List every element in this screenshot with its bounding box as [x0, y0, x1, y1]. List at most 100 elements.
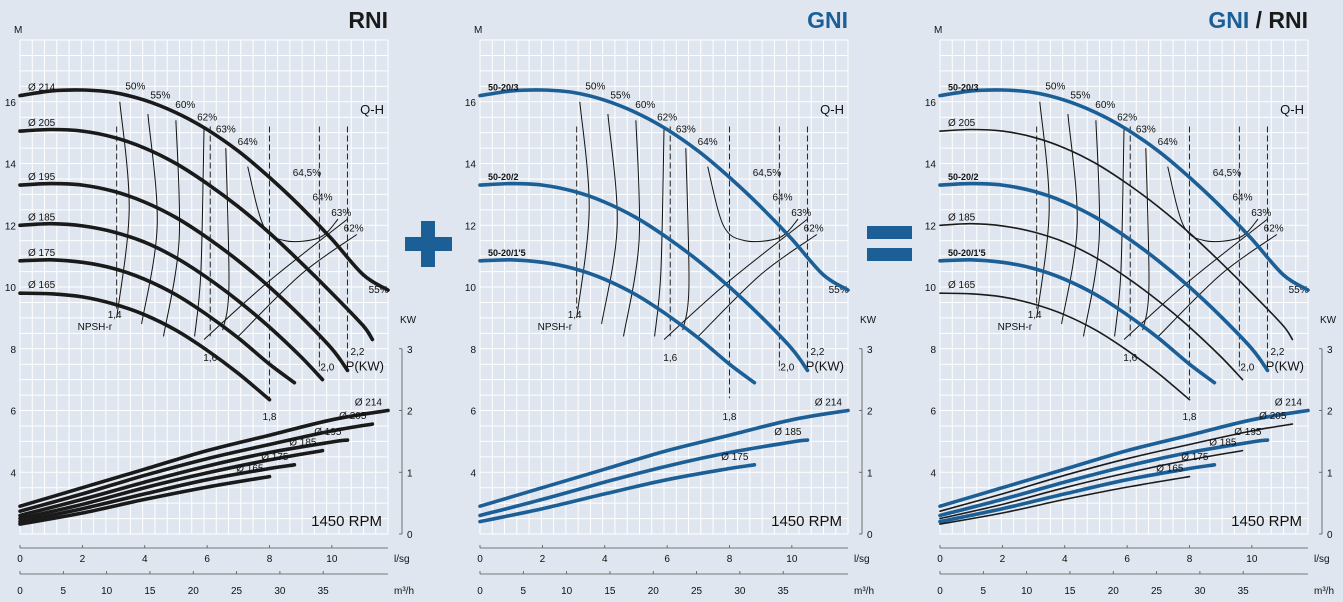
y-tick-label: 12 [465, 221, 477, 232]
x-tick-label-m3h: 20 [1108, 586, 1120, 597]
x-axis-unit-m3h: m³/h [854, 586, 874, 597]
head-series-label: Ø 185 [948, 212, 976, 223]
head-curve-205 [939, 128, 1294, 341]
head-curve-175 [18, 257, 297, 385]
head-curve-50-20-1-5 [478, 257, 757, 385]
power-curve-175 [938, 463, 1217, 524]
y-tick-label: 4 [470, 468, 476, 479]
efficiency-label: 64% [238, 137, 258, 148]
x-tick-label-m3h: 30 [274, 586, 286, 597]
efficiency-line [1142, 148, 1150, 331]
power-series-label: Ø 175 [261, 452, 289, 463]
power-series-label: Ø 205 [1259, 411, 1287, 422]
x-tick-label-ls: 10 [1246, 554, 1258, 565]
efficiency-label: 55% [610, 91, 630, 102]
kw-tick-label: 2 [867, 407, 873, 418]
head-series-label: 50-20/3 [488, 83, 519, 93]
x-tick-label-m3h: 5 [61, 586, 67, 597]
power-series-label: Ø 185 [774, 427, 802, 438]
y-tick-label: 14 [465, 160, 477, 171]
head-curve-165 [939, 292, 1191, 401]
kw-tick-label: 1 [867, 468, 873, 479]
npsh-value-label: 1,6 [1123, 353, 1137, 364]
efficiency-line [1123, 218, 1268, 340]
rpm-label: 1450 RPM [1231, 513, 1302, 530]
power-curve-214 [478, 408, 850, 508]
x-axis-unit-ls: l/sg [1314, 554, 1330, 565]
npsh-label: NPSH-r [998, 322, 1033, 333]
power-curve-185 [939, 449, 1244, 520]
efficiency-line [222, 148, 230, 331]
x-tick-label-ls: 4 [142, 554, 148, 565]
efficiency-line [697, 234, 818, 337]
npsh-value-label: 1,4 [108, 310, 122, 321]
head-series-label: 50-20/1'5 [948, 248, 986, 258]
y-tick-label: 14 [5, 160, 17, 171]
efficiency-line [663, 218, 808, 340]
efficiency-label: 62% [1117, 112, 1137, 123]
efficiency-label: 62% [344, 223, 364, 234]
efficiency-label: 64% [1158, 137, 1178, 148]
power-series-label: Ø 195 [1234, 427, 1262, 438]
kw-tick-label: 0 [407, 530, 413, 541]
efficiency-lines [116, 101, 358, 340]
power-series-label: Ø 175 [1181, 452, 1209, 463]
head-series-label: Ø 205 [28, 118, 56, 129]
kw-tick-label: 0 [1327, 530, 1333, 541]
efficiency-label: 64,5% [293, 168, 321, 179]
power-curve-165 [18, 474, 272, 526]
efficiency-label: 60% [175, 100, 195, 111]
x-tick-label-m3h: 25 [231, 586, 243, 597]
head-curve-205 [18, 127, 375, 342]
kw-tick-label: 2 [1327, 407, 1333, 418]
efficiency-label: 63% [676, 125, 696, 136]
efficiency-label: 63% [1136, 125, 1156, 136]
x-tick-label-m3h: 15 [1064, 586, 1076, 597]
x-tick-label-m3h: 25 [1151, 586, 1163, 597]
npsh-value-label: 1,6 [663, 353, 677, 364]
power-curve-205 [18, 422, 375, 513]
power-series-label: Ø 185 [289, 438, 317, 449]
efficiency-line [654, 129, 665, 337]
npsh-value-label: 1,4 [568, 310, 582, 321]
efficiency-line [116, 101, 130, 318]
kw-axis-title: KW [860, 315, 877, 326]
chart-title: GNI [807, 7, 848, 33]
efficiency-label: 64% [698, 137, 718, 148]
kw-tick-label: 3 [407, 345, 413, 356]
efficiency-label: 63% [331, 208, 351, 219]
y-tick-label: 16 [465, 98, 477, 109]
x-tick-label-m3h: 0 [937, 586, 943, 597]
power-curve-214 [938, 408, 1310, 508]
x-tick-label-m3h: 20 [648, 586, 660, 597]
x-tick-label-m3h: 5 [521, 586, 527, 597]
y-tick-label: 10 [925, 283, 937, 294]
efficiency-label: 55% [369, 285, 389, 296]
x-tick-label-m3h: 15 [144, 586, 156, 597]
head-series-label: 50-20/3 [948, 83, 979, 93]
power-curve-195 [938, 438, 1270, 518]
x-axis-unit-ls: l/sg [854, 554, 870, 565]
x-tick-label-m3h: 25 [691, 586, 703, 597]
efficiency-label: 55% [829, 285, 849, 296]
head-curve-50-20-3 [938, 88, 1310, 292]
y-axis-title: M [14, 25, 22, 36]
x-tick-label-m3h: 30 [1194, 586, 1206, 597]
efficiency-label: 50% [585, 81, 605, 92]
efficiency-label: 63% [1251, 208, 1271, 219]
efficiency-label: 50% [1045, 81, 1065, 92]
y-tick-label: 12 [925, 221, 937, 232]
npsh-value-label: 1,8 [723, 412, 737, 423]
chart-title-part: RNI [348, 7, 388, 33]
grid [479, 39, 849, 535]
power-series-label: Ø 175 [721, 452, 749, 463]
efficiency-label: 60% [635, 100, 655, 111]
x-axis-unit-ls: l/sg [394, 554, 410, 565]
efficiency-label: 64,5% [753, 168, 781, 179]
kw-tick-label: 1 [1327, 468, 1333, 479]
x-tick-label-ls: 8 [1187, 554, 1193, 565]
head-series-label: Ø 205 [948, 118, 976, 129]
head-series-label: 50-20/1'5 [488, 248, 526, 258]
